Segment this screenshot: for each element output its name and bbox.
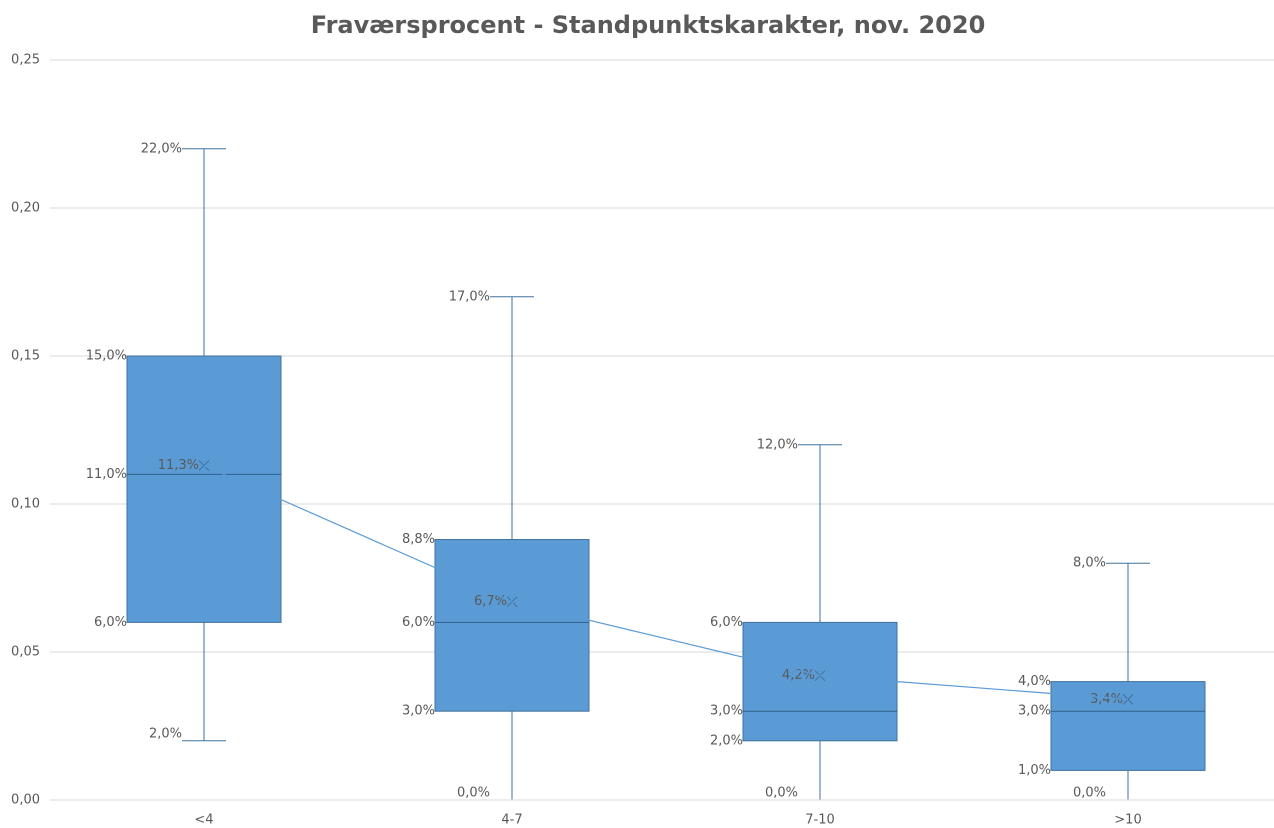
q3-label: 15,0% xyxy=(86,349,127,364)
median-label: 3,0% xyxy=(710,704,743,719)
x-tick-label: 4-7 xyxy=(501,813,522,828)
min-label: 0,0% xyxy=(457,786,490,801)
y-tick-label: 0,20 xyxy=(11,201,40,216)
min-label: 0,0% xyxy=(1073,786,1106,801)
q3-label: 6,0% xyxy=(710,615,743,630)
q1-label: 6,0% xyxy=(94,615,127,630)
x-tick-label: <4 xyxy=(194,813,213,828)
mean-line xyxy=(203,464,1129,700)
q3-label: 4,0% xyxy=(1018,674,1051,689)
q1-label: 3,0% xyxy=(402,704,435,719)
x-tick-label: 7-10 xyxy=(805,813,835,828)
mean-label: 3,4% xyxy=(1090,692,1123,707)
max-label: 17,0% xyxy=(449,289,490,304)
mean-label: 11,3% xyxy=(158,458,199,473)
min-label: 0,0% xyxy=(765,786,798,801)
max-label: 8,0% xyxy=(1073,556,1106,571)
box xyxy=(742,621,898,742)
chart-title: Fraværsprocent - Standpunktskarakter, no… xyxy=(311,11,986,39)
y-tick-label: 0,25 xyxy=(11,53,40,68)
median-label: 3,0% xyxy=(1018,704,1051,719)
box xyxy=(1050,681,1206,771)
y-tick-label: 0,15 xyxy=(11,349,40,364)
q1-label: 1,0% xyxy=(1018,763,1051,778)
y-tick-label: 0,00 xyxy=(11,793,40,808)
median-label: 6,0% xyxy=(402,615,435,630)
x-tick-label: >10 xyxy=(1114,813,1141,828)
median-label: 11,0% xyxy=(86,467,127,482)
max-label: 12,0% xyxy=(757,437,798,452)
q3-label: 8,8% xyxy=(402,532,435,547)
max-label: 22,0% xyxy=(141,141,182,156)
box xyxy=(434,539,590,712)
y-tick-label: 0,10 xyxy=(11,497,40,512)
box xyxy=(126,355,282,623)
mean-label: 6,7% xyxy=(474,594,507,609)
q1-label: 2,0% xyxy=(710,733,743,748)
y-tick-label: 0,05 xyxy=(11,645,40,660)
min-label: 2,0% xyxy=(149,726,182,741)
